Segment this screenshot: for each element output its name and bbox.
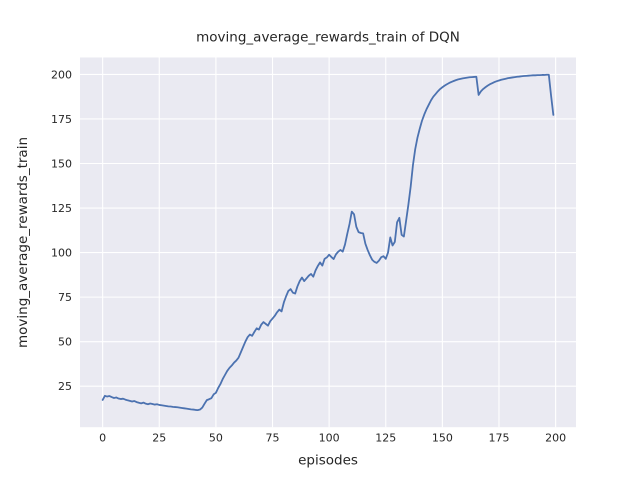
x-tick-label: 125 [375,432,396,445]
x-tick-label: 200 [545,432,566,445]
x-tick-label: 175 [488,432,509,445]
y-tick-label: 175 [51,113,72,126]
x-tick-label: 25 [152,432,166,445]
y-tick-label: 50 [58,336,72,349]
x-axis-label: episodes [298,453,358,469]
y-tick-label: 25 [58,380,72,393]
x-tick-label: 50 [209,432,223,445]
y-tick-label: 200 [51,68,72,81]
y-tick-label: 150 [51,158,72,171]
x-tick-label: 150 [432,432,453,445]
y-axis-label: moving_average_rewards_train [15,137,31,348]
x-tick-label: 75 [266,432,280,445]
y-tick-label: 125 [51,202,72,215]
x-tick-label: 100 [319,432,340,445]
plot-area [80,57,576,428]
y-tick-label: 75 [58,291,72,304]
y-tick-label: 100 [51,247,72,260]
series-line-moving-average-rewards [101,73,555,412]
chart-title: moving_average_rewards_train of DQN [196,30,460,46]
x-tick-label: 0 [99,432,106,445]
